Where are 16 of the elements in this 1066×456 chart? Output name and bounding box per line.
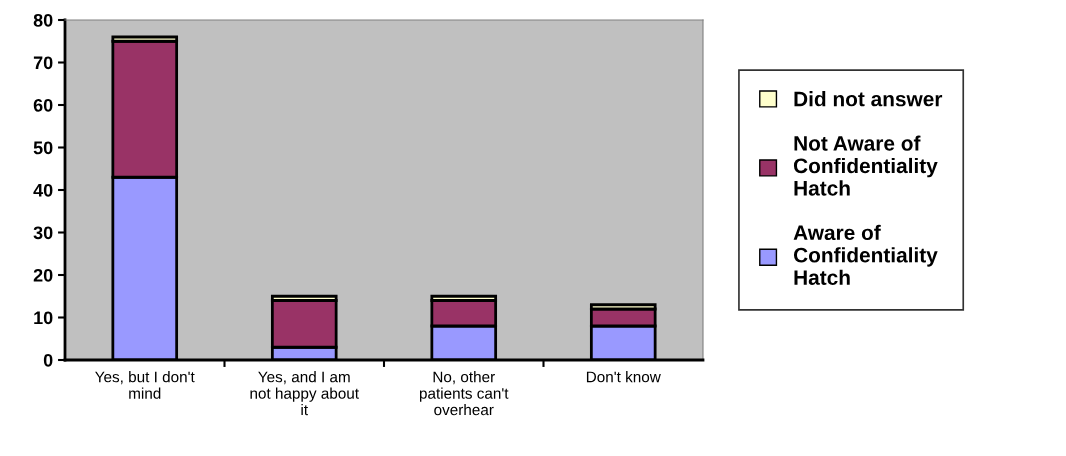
y-tick-label: 10 (34, 311, 53, 325)
y-tick-label: 30 (33, 226, 53, 240)
x-tick-label: Don't know (586, 371, 661, 383)
y-tick-label: 70 (33, 56, 53, 70)
y-tick-label: 0 (43, 353, 53, 367)
y-tick-label: 50 (33, 141, 53, 155)
y-tick-label: 80 (33, 13, 53, 27)
x-tick-label: Yes, but I don't mind (95, 371, 195, 399)
y-tick-label: 20 (33, 268, 53, 282)
legend-label: Did not answer (794, 91, 943, 107)
x-tick-label: No, other patients can't overhear (419, 371, 509, 416)
y-tick-label: 60 (33, 98, 53, 112)
x-tick-label: Yes, and I am not happy about it (250, 371, 359, 416)
legend-label: Aware of Confidentiality Hatch (793, 224, 938, 285)
legend-label: Not Aware of Confidentiality Hatch (793, 135, 938, 196)
y-tick-label: 40 (33, 183, 53, 197)
